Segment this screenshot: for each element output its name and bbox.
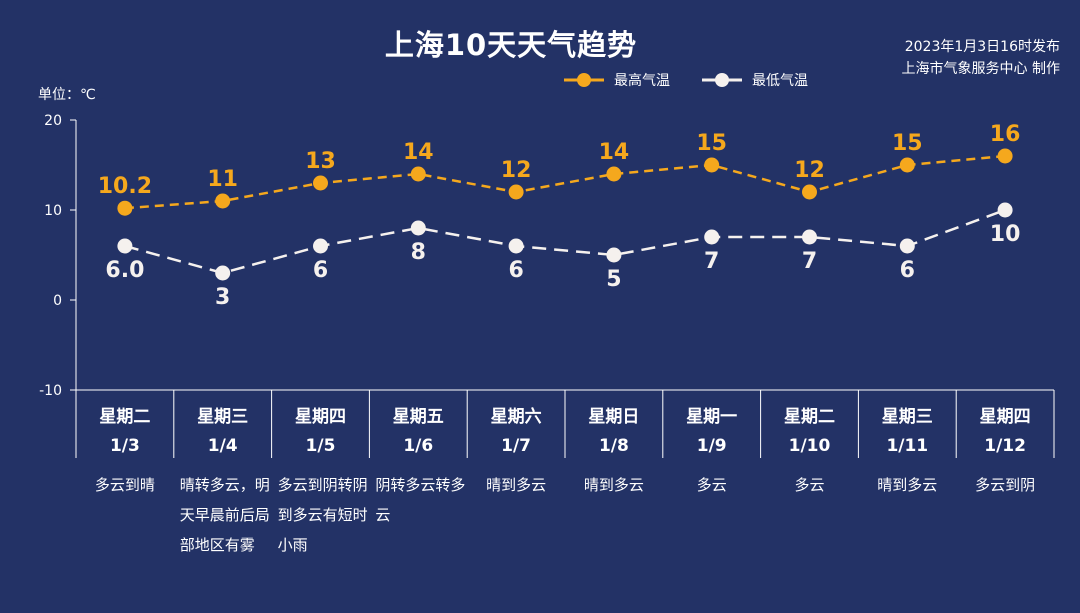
date-label: 1/10 (788, 436, 831, 456)
weekday-label: 星期三 (881, 407, 933, 427)
weekday-label: 星期一 (686, 407, 738, 427)
data-point-low (117, 238, 133, 254)
day-column: 星期五 1/6 阴转多云转多云 (369, 392, 467, 530)
weather-description: 多云 (696, 476, 727, 494)
date-label: 1/3 (109, 436, 140, 456)
weekday-label: 星期日 (588, 407, 640, 427)
weather-description: 多云 (794, 476, 825, 494)
data-label-low: 6.0 (105, 258, 144, 283)
date-label: 1/7 (501, 436, 532, 456)
issue-time: 2023年1月3日16时发布 (904, 39, 1060, 55)
date-label: 1/8 (598, 436, 629, 456)
data-point-high (704, 157, 720, 173)
data-label-high: 11 (207, 167, 238, 192)
weekday-label: 星期三 (197, 407, 249, 427)
weekday-label: 星期二 (99, 407, 151, 427)
data-point-low (802, 229, 817, 245)
y-tick-label: 10 (44, 203, 62, 219)
data-label-high: 12 (501, 158, 532, 183)
data-label-high: 15 (696, 131, 727, 156)
data-label-low: 8 (411, 240, 426, 265)
legend-item-high: 最高气温 (562, 70, 670, 90)
date-label: 1/6 (403, 436, 434, 456)
day-column: 星期二 1/10 多云 (761, 392, 859, 500)
data-point-high (802, 184, 817, 200)
data-point-low (606, 247, 622, 263)
data-label-high: 15 (892, 131, 923, 156)
date-label: 1/5 (305, 436, 336, 456)
data-label-low: 3 (215, 285, 230, 310)
data-point-low (997, 202, 1013, 218)
y-tick-label: -10 (39, 383, 62, 399)
day-column: 星期六 1/7 晴到多云 (467, 392, 565, 500)
data-point-high (215, 193, 231, 209)
data-point-high (410, 166, 426, 182)
data-label-high: 10.2 (98, 174, 152, 199)
day-column: 星期三 1/11 晴到多云 (858, 392, 956, 500)
data-point-high (508, 184, 524, 200)
day-column: 星期二 1/3 多云到晴 (76, 392, 174, 500)
chart-title: 上海10天天气趋势 (384, 28, 638, 62)
data-point-low (704, 229, 720, 245)
day-column: 星期四 1/5 多云到阴转阴到多云有短时小雨 (272, 392, 370, 560)
weekday-label: 星期四 (979, 407, 1031, 427)
data-label-high: 16 (990, 122, 1021, 147)
data-point-low (410, 220, 426, 236)
date-label: 1/12 (984, 436, 1026, 456)
data-point-high (997, 148, 1013, 164)
data-point-low (508, 238, 524, 254)
legend-low-label: 最低气温 (752, 73, 808, 89)
data-label-low: 6 (313, 258, 328, 283)
data-label-low: 6 (508, 258, 523, 283)
y-tick-label: 0 (53, 293, 62, 309)
data-point-low (313, 238, 328, 254)
data-label-high: 14 (403, 140, 434, 165)
series-line-high (124, 154, 1006, 210)
data-point-high (117, 200, 133, 216)
weather-description: 多云到阴 (975, 476, 1036, 494)
data-point-low (899, 238, 915, 254)
data-label-low: 7 (704, 249, 719, 274)
data-point-low (215, 265, 231, 281)
weather-description: 晴到多云 (486, 476, 547, 494)
data-label-low: 5 (606, 267, 621, 292)
legend-low-swatch (702, 73, 742, 87)
unit-label: 单位：℃ (38, 87, 96, 103)
data-label-low: 6 (900, 258, 915, 283)
data-point-high (606, 166, 622, 182)
weekday-label: 星期四 (294, 407, 346, 427)
weekday-label: 星期六 (490, 407, 542, 427)
weather-description: 多云到晴 (94, 476, 155, 494)
weather-description: 晴到多云 (583, 476, 644, 494)
weather-description: 晴转多云，明天早晨前后局部地区有雾 (179, 476, 270, 554)
data-point-high (899, 157, 915, 173)
day-column: 星期四 1/12 多云到阴 (956, 392, 1054, 500)
legend-high-label: 最高气温 (614, 73, 670, 89)
issue-info: 2023年1月3日16时发布 上海市气象服务中心 制作 (902, 36, 1060, 80)
weather-description: 晴到多云 (877, 476, 938, 494)
data-label-high: 12 (794, 158, 825, 183)
date-label: 1/4 (207, 436, 238, 456)
date-label: 1/9 (696, 436, 727, 456)
data-label-low: 7 (802, 249, 817, 274)
date-label: 1/11 (886, 436, 929, 456)
series-line-low (124, 208, 1006, 275)
weather-description: 多云到阴转阴到多云有短时小雨 (277, 476, 368, 554)
legend-item-low: 最低气温 (700, 70, 808, 90)
data-point-high (313, 175, 328, 191)
weather-description: 阴转多云转多云 (375, 476, 466, 524)
weekday-label: 星期五 (392, 407, 444, 427)
day-column: 星期一 1/9 多云 (663, 392, 761, 500)
data-label-high: 14 (599, 140, 630, 165)
legend: 最高气温 最低气温 (562, 70, 838, 90)
legend-high-swatch (564, 73, 604, 87)
day-column: 星期三 1/4 晴转多云，明天早晨前后局部地区有雾 (174, 392, 272, 560)
weekday-label: 星期二 (783, 407, 835, 427)
issuer: 上海市气象服务中心 制作 (901, 61, 1060, 77)
y-tick-label: 20 (44, 113, 62, 129)
data-label-low: 10 (990, 222, 1021, 247)
data-label-high: 13 (305, 149, 336, 174)
day-column: 星期日 1/8 晴到多云 (565, 392, 663, 500)
